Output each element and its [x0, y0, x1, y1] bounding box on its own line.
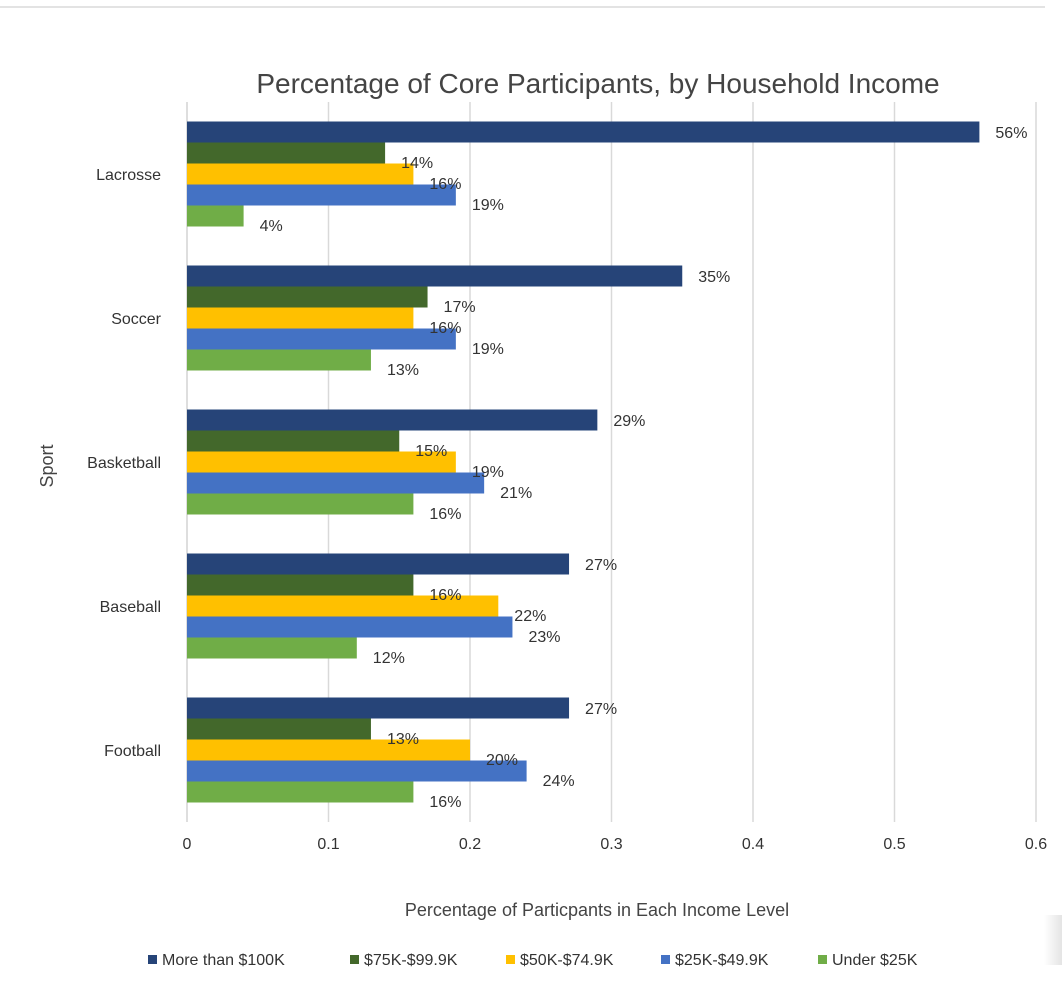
- x-tick-label: 0.6: [1025, 836, 1047, 853]
- data-label: 14%: [401, 155, 433, 172]
- bar-football-25k-49-9k: [187, 760, 527, 782]
- bar-lacrosse-more-than-100k: [187, 121, 980, 143]
- x-tick-label: 0.3: [600, 836, 622, 853]
- x-tick-label: 0: [183, 836, 192, 853]
- bar-soccer-25k-49-9k: [187, 328, 456, 350]
- legend-label-under-25k: Under $25K: [832, 952, 918, 969]
- bar-lacrosse-50k-74-9k: [187, 163, 414, 185]
- data-label: 4%: [260, 218, 283, 235]
- chart-title: Percentage of Core Participants, by Hous…: [256, 68, 939, 99]
- data-label: 16%: [429, 320, 461, 337]
- y-axis-title: Sport: [37, 444, 57, 487]
- legend: More than $100K $75K-$99.9K $50K-$74.9K $25…: [148, 952, 918, 969]
- data-label: 16%: [429, 506, 461, 523]
- data-label: 19%: [472, 197, 504, 214]
- data-label: 24%: [543, 773, 575, 790]
- bar-football-50k-74-9k: [187, 739, 470, 761]
- category-label-soccer: Soccer: [111, 311, 161, 328]
- bar-basketball-25k-49-9k: [187, 472, 485, 494]
- legend-swatch-50k-74-9k: [506, 955, 515, 964]
- bar-soccer-75k-99-9k: [187, 286, 428, 308]
- bar-soccer-50k-74-9k: [187, 307, 414, 329]
- bar-basketball-more-than-100k: [187, 409, 598, 431]
- bar-baseball-25k-49-9k: [187, 616, 513, 638]
- legend-swatch-more-than-100k: [148, 955, 157, 964]
- legend-label-more-than-100k: More than $100K: [162, 952, 285, 969]
- category-label-lacrosse: Lacrosse: [96, 167, 161, 184]
- x-tick-label: 0.1: [317, 836, 339, 853]
- x-tick-label: 0.4: [742, 836, 764, 853]
- data-label: 27%: [585, 557, 617, 574]
- data-label: 19%: [472, 341, 504, 358]
- category-label-basketball: Basketball: [87, 455, 161, 472]
- data-label: 56%: [995, 125, 1027, 142]
- data-label: 22%: [514, 608, 546, 625]
- legend-swatch-75k-99-9k: [350, 955, 359, 964]
- x-tick-label: 0.2: [459, 836, 481, 853]
- bar-soccer-under-25k: [187, 349, 371, 371]
- bar-baseball-75k-99-9k: [187, 574, 414, 596]
- legend-swatch-under-25k: [818, 955, 827, 964]
- legend-label-75k-99-9k: $75K-$99.9K: [364, 952, 458, 969]
- data-label: 17%: [444, 299, 476, 316]
- bar-baseball-50k-74-9k: [187, 595, 499, 617]
- bar-baseball-more-than-100k: [187, 553, 570, 575]
- bar-lacrosse-75k-99-9k: [187, 142, 386, 164]
- category-label-baseball: Baseball: [100, 599, 161, 616]
- bar-lacrosse-under-25k: [187, 205, 244, 227]
- top-divider: [0, 6, 1045, 8]
- data-label: 27%: [585, 701, 617, 718]
- category-label-football: Football: [104, 743, 161, 760]
- data-label: 29%: [613, 413, 645, 430]
- data-label: 20%: [486, 752, 518, 769]
- legend-label-50k-74-9k: $50K-$74.9K: [520, 952, 614, 969]
- bar-football-75k-99-9k: [187, 718, 371, 740]
- bar-lacrosse-25k-49-9k: [187, 184, 456, 206]
- data-label: 21%: [500, 485, 532, 502]
- x-axis-title: Percentage of Particpants in Each Income…: [405, 900, 789, 920]
- bar-basketball-75k-99-9k: [187, 430, 400, 452]
- bar-baseball-under-25k: [187, 637, 357, 659]
- x-tick-label: 0.5: [883, 836, 905, 853]
- data-label: 16%: [429, 587, 461, 604]
- data-label: 15%: [415, 443, 447, 460]
- category-labels: Lacrosse Soccer Basketball Baseball Football: [87, 167, 162, 760]
- bar-football-under-25k: [187, 781, 414, 803]
- data-label: 23%: [528, 629, 560, 646]
- data-label: 16%: [429, 794, 461, 811]
- data-label: 35%: [698, 269, 730, 286]
- corner-shadow: [1044, 915, 1062, 965]
- legend-label-25k-49-9k: $25K-$49.9K: [675, 952, 769, 969]
- data-label: 16%: [429, 176, 461, 193]
- bar-basketball-under-25k: [187, 493, 414, 515]
- data-label: 13%: [387, 731, 419, 748]
- legend-swatch-25k-49-9k: [661, 955, 670, 964]
- data-label: 13%: [387, 362, 419, 379]
- bars: [187, 121, 980, 803]
- bar-football-more-than-100k: [187, 697, 570, 719]
- bar-soccer-more-than-100k: [187, 265, 683, 287]
- data-label: 19%: [472, 464, 504, 481]
- x-tick-labels: 0 0.1 0.2 0.3 0.4 0.5 0.6: [183, 836, 1048, 853]
- data-label: 12%: [373, 650, 405, 667]
- bar-basketball-50k-74-9k: [187, 451, 456, 473]
- data-labels: 56% 14% 16% 19% 4% 35% 17% 16% 19% 13% 29% 15% 19% 21…: [260, 125, 1028, 811]
